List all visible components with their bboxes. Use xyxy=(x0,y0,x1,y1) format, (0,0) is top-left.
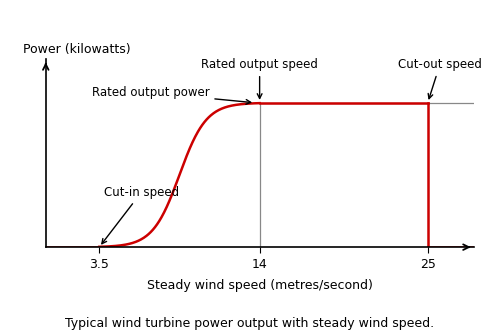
Text: Typical wind turbine power output with steady wind speed.: Typical wind turbine power output with s… xyxy=(66,317,434,330)
X-axis label: Steady wind speed (metres/second): Steady wind speed (metres/second) xyxy=(146,279,372,292)
Text: Cut-out speed: Cut-out speed xyxy=(398,58,482,99)
Text: Rated output speed: Rated output speed xyxy=(201,58,318,98)
Text: Cut-in speed: Cut-in speed xyxy=(102,186,179,244)
Text: Power (kilowatts): Power (kilowatts) xyxy=(23,43,130,56)
Text: Rated output power: Rated output power xyxy=(92,86,250,104)
